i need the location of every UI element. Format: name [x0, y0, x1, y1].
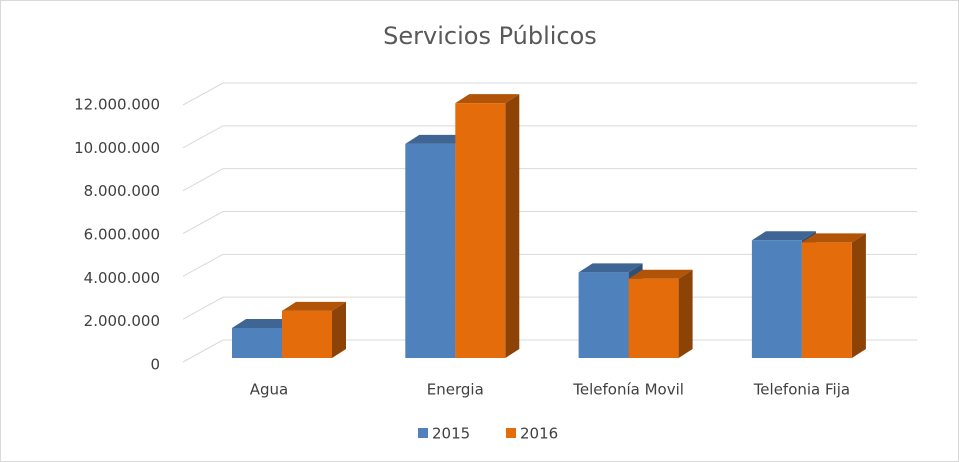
bar-top [628, 269, 693, 279]
bar-front [751, 240, 802, 358]
bar-side [678, 269, 693, 358]
y-tick-label: 10.000.000 [74, 139, 160, 157]
bar-front [405, 143, 456, 358]
bar-front [628, 278, 679, 358]
bar [455, 94, 520, 359]
grid-line [182, 168, 917, 192]
y-tick-label: 2.000.000 [84, 312, 160, 330]
y-tick-label: 12.000.000 [74, 96, 160, 114]
bar-front [801, 242, 852, 358]
bar [282, 301, 346, 358]
bar-top [282, 301, 346, 311]
y-tick-label: 8.000.000 [84, 182, 160, 200]
grid-line [182, 253, 917, 277]
bar-top [751, 231, 816, 241]
grid-line [182, 211, 917, 234]
y-tick-label: 4.000.000 [84, 269, 160, 287]
bar-front [282, 310, 332, 358]
bar-top [232, 319, 296, 329]
grid-line [182, 82, 917, 106]
bar-front [232, 328, 282, 358]
y-tick-label: 0 [150, 356, 160, 374]
y-tick-label: 6.000.000 [84, 226, 160, 244]
legend-label: 2015 [432, 425, 470, 443]
x-tick-label: Agua [250, 381, 288, 399]
bar [801, 233, 866, 358]
bar-side [851, 233, 866, 358]
bar-top [801, 233, 866, 243]
chart-title: Servicios Públicos [383, 22, 597, 50]
x-tick-label: Energia [427, 381, 484, 399]
bar-front [578, 272, 629, 358]
bar-top [455, 94, 520, 104]
bar-side [332, 301, 346, 358]
bar-side [505, 94, 520, 359]
bar [628, 269, 693, 358]
x-tick-label: Telefonía Movil [572, 381, 684, 399]
x-tick-label: Telefonia Fija [753, 381, 850, 399]
legend-label: 2016 [520, 425, 558, 443]
legend-swatch [418, 428, 428, 438]
bar-front [455, 103, 506, 359]
grid-line [182, 125, 917, 149]
legend-swatch [506, 428, 516, 438]
bar-top [578, 263, 643, 273]
bar-top [405, 134, 470, 144]
